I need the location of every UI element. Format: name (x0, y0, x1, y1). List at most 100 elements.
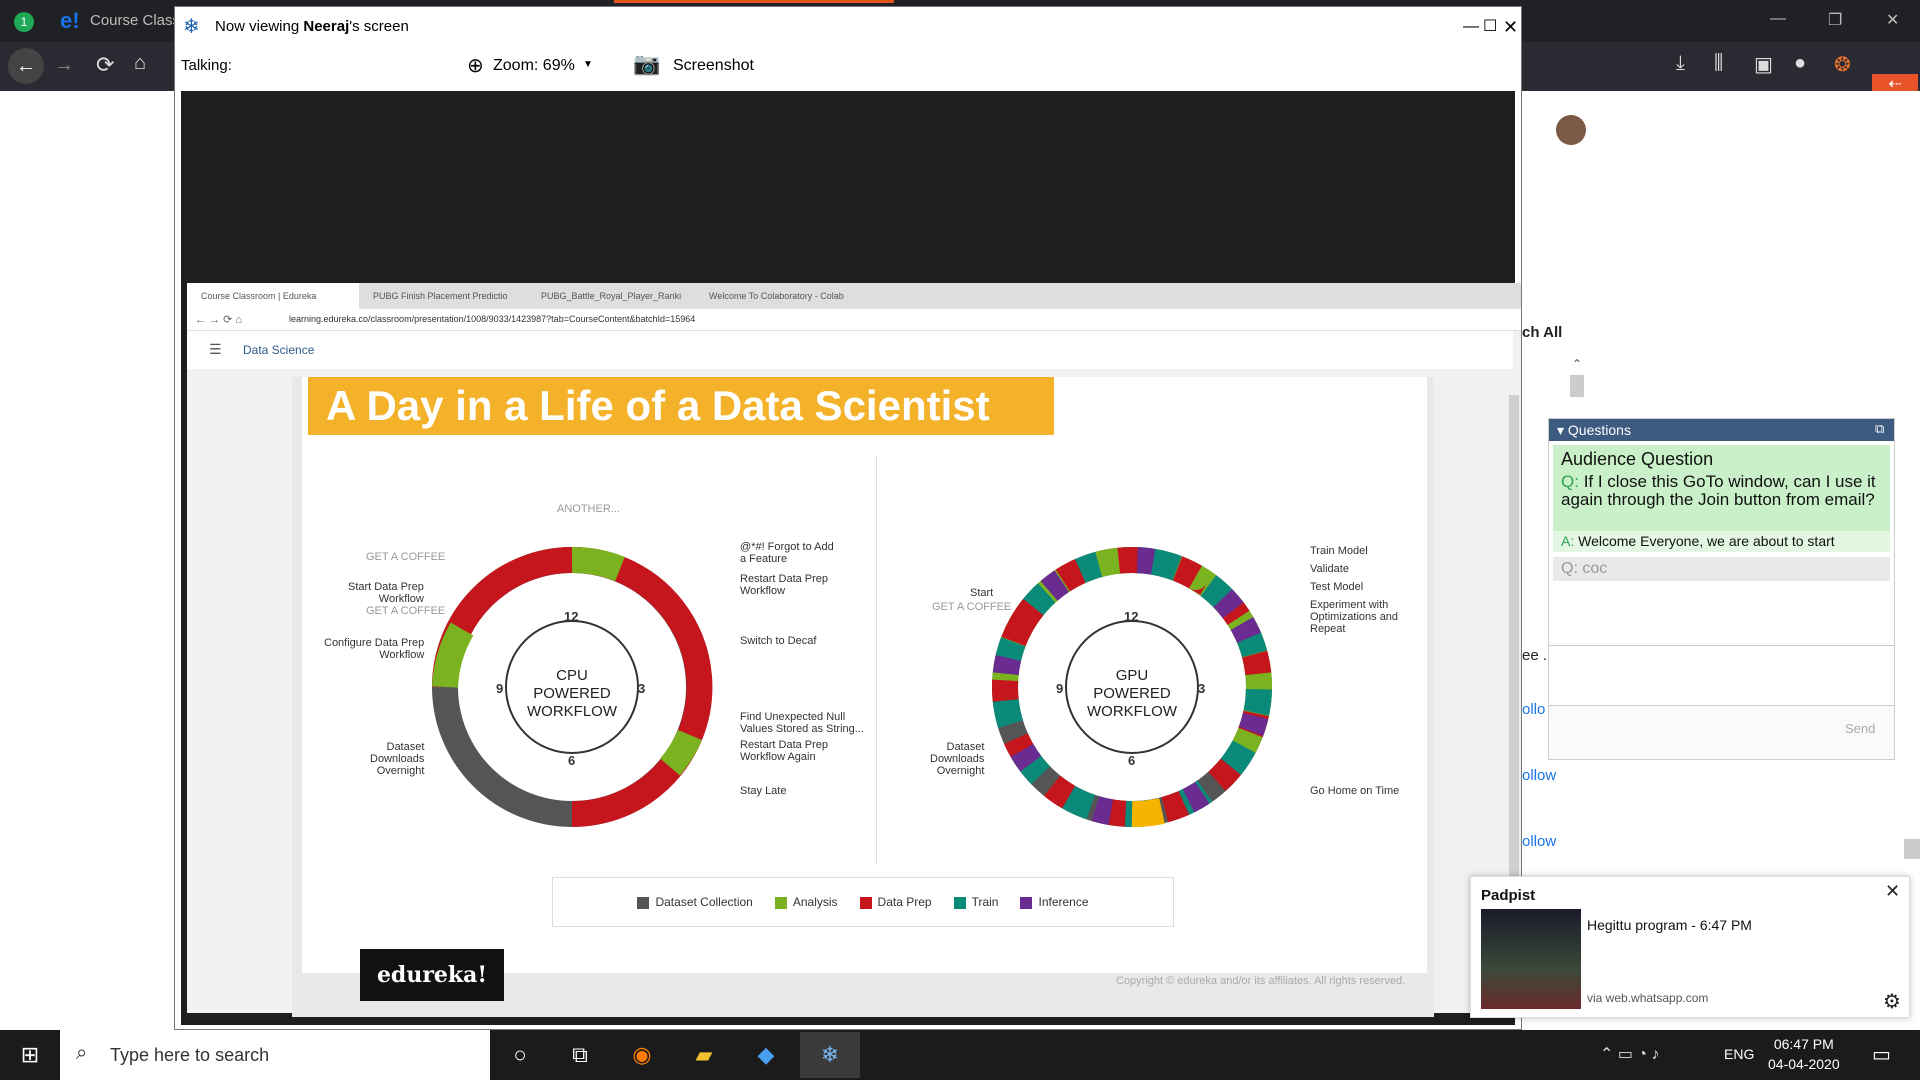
notification-image (1481, 909, 1581, 1009)
popout-icon[interactable]: ⧉ (1875, 421, 1885, 436)
send-button[interactable]: Send (1845, 721, 1876, 736)
legend-item: Dataset Collection (637, 895, 753, 909)
extension-icon[interactable]: ❂ (1834, 54, 1851, 76)
viewer-title: Now viewing Neeraj's screen (215, 18, 409, 35)
camera-icon[interactable]: 📷 (633, 51, 661, 76)
notification-source: via web.whatsapp.com (1587, 991, 1709, 1005)
viewer-toolbar: Talking: ⊕ Zoom: 69% ▼ 📷 Screenshot (175, 47, 1521, 89)
gpu-ring-dataprep (992, 547, 1272, 827)
slide-title: A Day in a Life of a Data Scientist (308, 377, 1054, 435)
notification-center-icon[interactable]: ▭ (1872, 1044, 1891, 1066)
legend-item: Train (953, 895, 998, 909)
restore-button[interactable]: ❐ (1828, 12, 1843, 29)
gpu-label-coffee: GET A COFFEE (932, 601, 1012, 613)
cpu-hour-9: 9 (496, 681, 504, 696)
file-explorer-icon[interactable]: ▰ (695, 1042, 713, 1067)
windows-start-icon[interactable]: ⊞ (20, 1042, 40, 1067)
close-icon[interactable]: ✕ (1885, 881, 1901, 901)
questions-title: Questions (1567, 422, 1631, 438)
cpu-label-forgot: @*#! Forgot to Add a Feature (740, 541, 834, 565)
gear-icon[interactable]: ⚙ (1883, 991, 1901, 1013)
notification-toast[interactable]: Padpist ✕ Hegittu program - 6:47 PM via … (1470, 876, 1910, 1018)
presenter-name: Neeraj (303, 18, 350, 35)
reload-button[interactable]: ⟳ (96, 52, 115, 77)
questions-header[interactable]: ▾ Questions (1549, 419, 1894, 441)
question-item[interactable]: Q: coc (1553, 557, 1890, 581)
shared-tab-bar (187, 283, 1521, 309)
cpu-hour-3: 3 (638, 681, 646, 696)
sidebar-icon[interactable]: ▣ (1754, 54, 1773, 76)
shared-tab: Course Classroom | Edureka (187, 283, 359, 309)
maximize-button[interactable]: ☐ (1483, 18, 1498, 35)
goto-taskbar-icon[interactable]: ❄ (800, 1032, 860, 1078)
minimize-button[interactable]: — (1463, 18, 1479, 35)
questions-panel: ▾ Questions ⧉ Audience Question Q: If I … (1548, 418, 1895, 760)
task-view-icon[interactable]: ⧉ (572, 1042, 588, 1067)
divider (1549, 645, 1894, 646)
zoom-dropdown[interactable]: Zoom: 69% (493, 57, 575, 74)
zoom-in-icon[interactable]: ⊕ (467, 55, 484, 77)
viewer-title-bar: ❄ Now viewing Neeraj's screen — ☐ ✕ (175, 7, 1521, 47)
notification-message: Hegittu program - 6:47 PM (1587, 917, 1752, 933)
scroll-up-icon[interactable]: ⌃ (1572, 357, 1583, 371)
browser-tab[interactable]: Course Class (90, 12, 181, 29)
search-all-label[interactable]: ch All (1522, 324, 1563, 341)
back-button[interactable]: ← (8, 48, 44, 84)
gpu-label-dataset: Dataset Downloads Overnight (930, 741, 985, 777)
clock[interactable]: 06:47 PM 04-04-2020 (1768, 1034, 1840, 1074)
goto-logo-icon: ❄ (183, 16, 200, 38)
taskbar-search[interactable]: ⌕ Type here to search (60, 1030, 490, 1080)
forward-button[interactable]: → (54, 54, 74, 76)
gpu-hour-3: 3 (1198, 681, 1206, 696)
gpu-label-start: Start (970, 587, 994, 599)
language-indicator[interactable]: ENG (1724, 1046, 1755, 1062)
q-prefix: Q: (1561, 472, 1579, 491)
system-tray-icons: ⌃ ▭ ◔ ♪ (1600, 1046, 1660, 1063)
cortana-icon[interactable]: ○ (513, 1042, 527, 1067)
close-button[interactable]: ✕ (1503, 17, 1519, 37)
gpu-donut (992, 547, 1272, 827)
close-button[interactable]: ✕ (1886, 12, 1900, 29)
slide-content: A Day in a Life of a Data Scientist (302, 377, 1427, 973)
screenshot-button[interactable]: Screenshot (673, 57, 754, 74)
legend-item: Inference (1020, 895, 1089, 909)
firefox-icon[interactable]: ◉ (632, 1042, 652, 1067)
cpu-ring-analysis (659, 729, 702, 776)
cpu-ring-analysis (432, 622, 474, 688)
cpu-label-configure: Configure Data Prep Workflow (324, 637, 425, 661)
follow-link[interactable]: ollo (1522, 701, 1546, 718)
question-body: If I close this GoTo window, can I use i… (1561, 472, 1876, 509)
shared-tab: PUBG Finish Placement Predictio (373, 291, 508, 301)
chevron-down-icon[interactable]: ▼ (583, 59, 593, 70)
edureka-logo: edureka! (360, 949, 504, 1001)
gpu-label-go-home: Go Home on Time (1310, 785, 1400, 797)
collapse-arrow-icon[interactable]: ⇠ (1872, 74, 1918, 96)
gpu-ring-inference (992, 547, 1272, 827)
clock-date: 04-04-2020 (1768, 1056, 1840, 1072)
follow-link[interactable]: ollow (1522, 767, 1557, 784)
home-button[interactable]: ⌂ (134, 52, 147, 74)
shared-url-bar: ← → ⟳ ⌂ learning.edureka.co/classroom/pr… (187, 309, 1521, 331)
cpu-diagram (422, 537, 722, 837)
library-icon[interactable]: ⫼ (1714, 52, 1724, 74)
cpu-ring-analysis (571, 547, 625, 582)
gpu-label-train-model: Train Model (1310, 545, 1368, 557)
minimize-button[interactable]: — (1770, 10, 1786, 27)
follow-link[interactable]: ollow (1522, 833, 1557, 850)
page-scrollbar[interactable] (1904, 839, 1920, 859)
cpu-donut (432, 546, 713, 828)
gpu-label-test-model: Test Model (1310, 581, 1364, 593)
app-icon[interactable]: ◆ (757, 1042, 775, 1067)
gpu-diagram (982, 537, 1282, 837)
scrollbar-thumb[interactable] (1570, 375, 1584, 397)
cpu-label-decaf: Switch to Decaf (740, 635, 817, 647)
goto-viewer-window: ❄ Now viewing Neeraj's screen — ☐ ✕ Talk… (174, 6, 1522, 1030)
download-icon[interactable]: ⤓ (1676, 52, 1685, 74)
active-tab-indicator (614, 0, 894, 3)
gpu-center (1065, 620, 1199, 754)
account-icon[interactable]: ● (1794, 52, 1807, 74)
clock-time: 06:47 PM (1773, 1036, 1834, 1052)
question-input[interactable] (1549, 705, 1894, 759)
gpu-center-label: GPU POWERED WORKFLOW (1087, 667, 1177, 720)
legend-item: Data Prep (859, 895, 932, 909)
